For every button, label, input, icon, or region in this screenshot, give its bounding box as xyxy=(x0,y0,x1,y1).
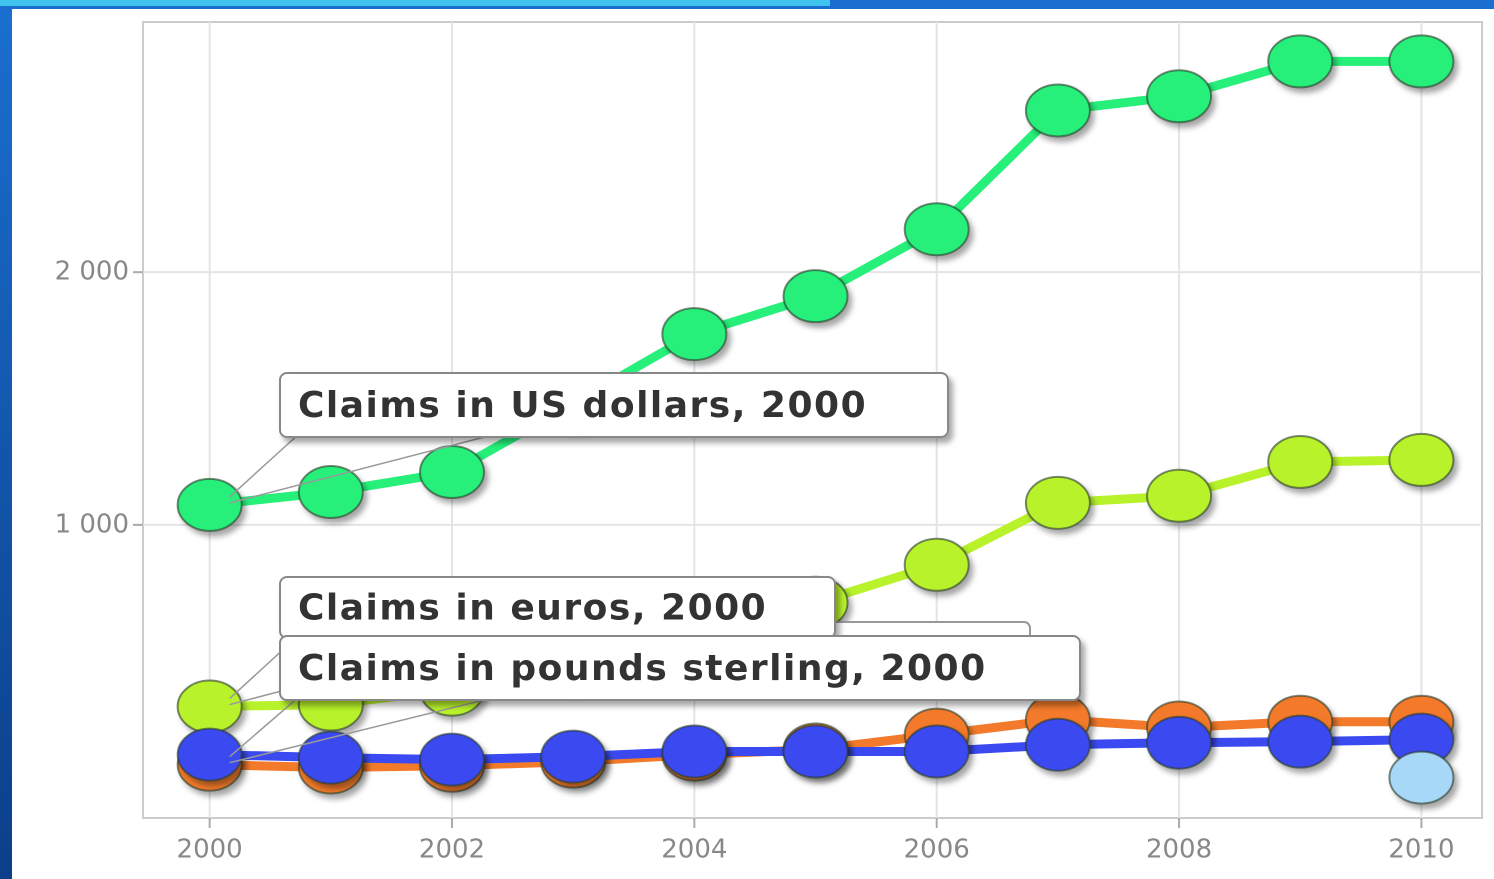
point xyxy=(297,730,364,785)
x-tick-label: 2002 xyxy=(419,835,485,865)
point xyxy=(1388,34,1455,89)
point xyxy=(176,679,243,734)
point xyxy=(661,724,728,779)
x-tick-label: 2004 xyxy=(661,835,727,865)
panel xyxy=(12,9,1494,879)
point xyxy=(176,727,243,782)
point xyxy=(1267,434,1334,489)
leader-line xyxy=(229,432,301,498)
point xyxy=(1146,69,1213,124)
leader-line xyxy=(229,695,501,764)
y-tick-label: 2 000 xyxy=(55,257,129,287)
callout-label: Claims in euros, 2000 xyxy=(298,588,767,629)
x-tick-label: 2006 xyxy=(904,835,970,865)
point xyxy=(419,445,485,500)
point xyxy=(1024,83,1091,138)
callout-label: Claims in pounds sterling, 2000 xyxy=(298,648,987,689)
x-tick-label: 2000 xyxy=(177,835,243,865)
point xyxy=(297,465,364,520)
point xyxy=(1388,750,1455,805)
x-tick-label: 2010 xyxy=(1388,835,1454,865)
point xyxy=(782,724,849,779)
point xyxy=(1146,468,1213,523)
point xyxy=(1146,715,1213,770)
point xyxy=(903,724,970,779)
point xyxy=(903,537,970,592)
callout-label: Claims in US dollars, 2000 xyxy=(298,385,867,426)
y-tick-label: 1 000 xyxy=(55,509,129,539)
callout-box xyxy=(279,372,949,438)
top-bar xyxy=(0,0,830,6)
point xyxy=(1267,34,1334,89)
point xyxy=(1388,432,1455,487)
point xyxy=(419,732,485,787)
callout-box xyxy=(279,635,1081,701)
plot-area xyxy=(142,21,1483,819)
point xyxy=(903,202,970,257)
point xyxy=(176,477,243,532)
point xyxy=(661,307,728,362)
point xyxy=(1267,714,1334,769)
leader-line xyxy=(229,432,501,504)
point xyxy=(540,729,607,784)
point xyxy=(782,269,849,324)
point xyxy=(1024,475,1091,530)
leader-line xyxy=(229,695,301,758)
point xyxy=(1024,717,1091,772)
x-tick-label: 2008 xyxy=(1146,835,1212,865)
